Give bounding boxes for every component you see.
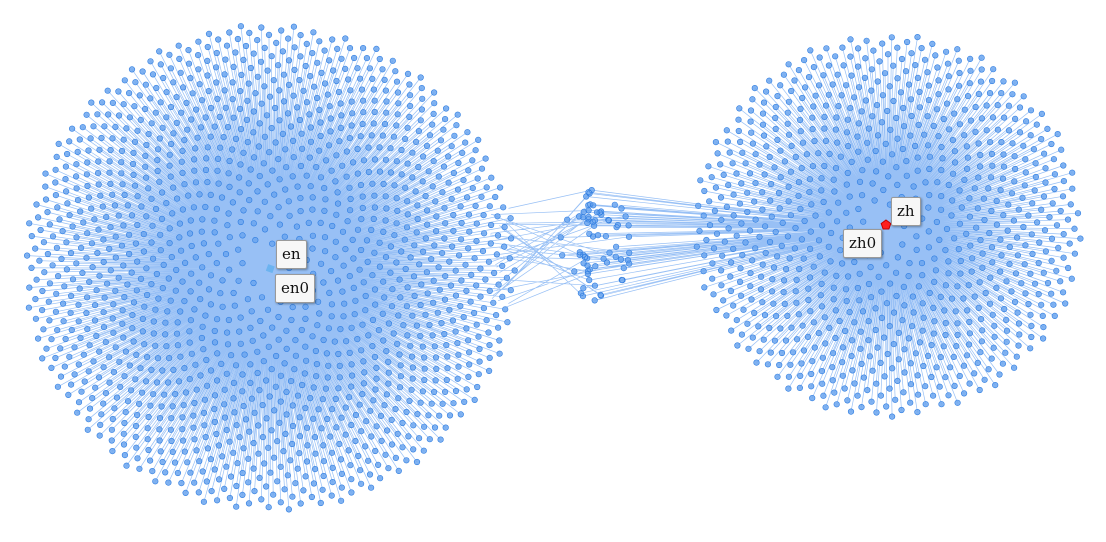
hubs-layer [265, 219, 892, 274]
node-label-en0[interactable]: en0 [275, 274, 316, 303]
graph-nodes-bridge[interactable] [557, 187, 633, 304]
graph-edges [27, 26, 1081, 510]
hub-node-zh[interactable] [880, 219, 892, 230]
node-label-en[interactable]: en [276, 240, 307, 269]
node-label-zh0[interactable]: zh0 [843, 229, 883, 258]
graph-nodes-zh[interactable] [693, 34, 1084, 420]
node-label-zh[interactable]: zh [891, 197, 921, 226]
nodes-layer [24, 23, 1084, 513]
edges-layer [27, 26, 1081, 510]
hub-node-en[interactable] [265, 264, 275, 274]
